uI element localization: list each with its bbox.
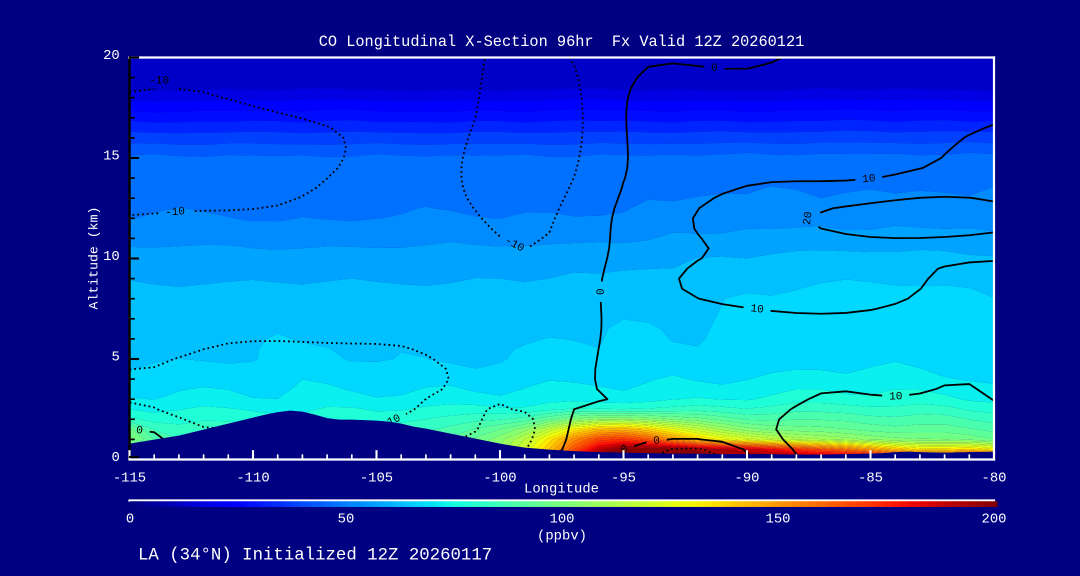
svg-text:0: 0 [653,435,661,448]
svg-text:(ppbv): (ppbv) [537,529,587,545]
svg-text:10: 10 [889,391,903,403]
svg-text:0: 0 [596,288,608,295]
svg-text:-80: -80 [982,470,1007,486]
svg-text:Longitude: Longitude [524,482,599,498]
svg-text:50: 50 [338,512,355,528]
svg-text:10: 10 [862,173,876,186]
svg-text:-85: -85 [858,470,883,486]
svg-text:0: 0 [619,443,631,457]
svg-text:0: 0 [710,62,718,75]
svg-text:LA (34°N) Initialized 12Z 2026: LA (34°N) Initialized 12Z 20260117 [138,546,492,565]
svg-text:-100: -100 [483,470,516,486]
svg-text:15: 15 [103,149,120,165]
svg-text:CO Longitudinal X-Section 96hr: CO Longitudinal X-Section 96hr Fx Valid … [319,33,805,51]
svg-text:-105: -105 [360,470,393,486]
svg-text:150: 150 [766,512,791,528]
svg-text:0: 0 [126,512,134,528]
svg-text:-10: -10 [149,75,169,87]
svg-text:10: 10 [103,249,120,265]
svg-text:20: 20 [103,48,120,64]
svg-text:0: 0 [111,450,119,466]
svg-text:10: 10 [750,303,765,317]
svg-text:-110: -110 [236,470,269,486]
svg-text:-10: -10 [165,206,186,219]
svg-text:-115: -115 [113,470,146,486]
svg-text:5: 5 [111,350,119,366]
svg-text:0: 0 [135,425,143,438]
svg-text:-90: -90 [735,470,760,486]
svg-text:Altitude (km): Altitude (km) [86,207,101,310]
svg-text:-95: -95 [611,470,636,486]
svg-text:200: 200 [982,512,1007,528]
svg-text:100: 100 [550,512,575,528]
svg-text:20: 20 [802,211,816,226]
